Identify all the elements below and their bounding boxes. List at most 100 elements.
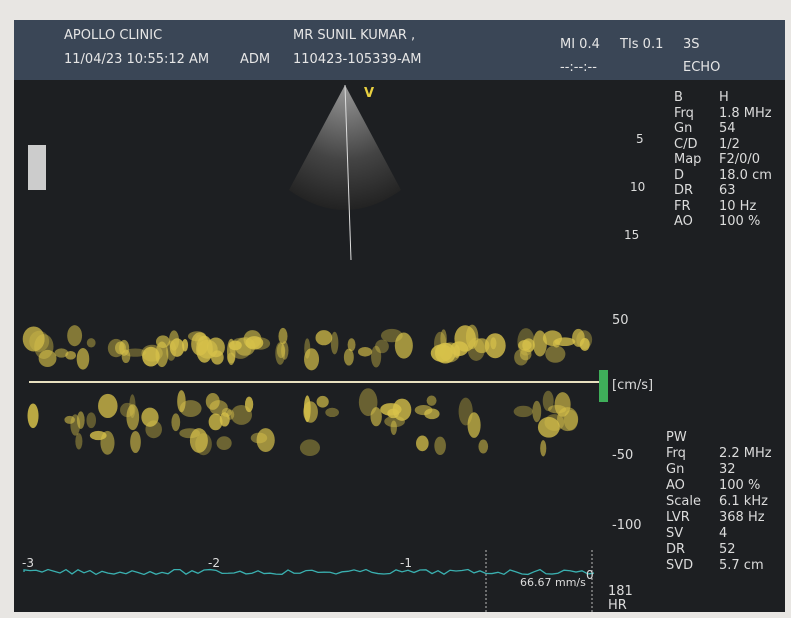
- depth-tick: 10: [630, 180, 646, 194]
- spectrum-blob: [177, 390, 186, 413]
- spectrum-blob: [370, 407, 382, 427]
- spectrum-blob: [545, 345, 566, 363]
- param-label: DR: [666, 542, 686, 557]
- spectrum-blob: [38, 349, 57, 368]
- spectrum-blob: [208, 413, 223, 431]
- spectrum-blob: [430, 344, 453, 362]
- spectrum-blob: [394, 332, 413, 359]
- spectrum-blob: [390, 420, 397, 435]
- spectrum-blob: [458, 397, 473, 426]
- param-value: 10 Hz: [719, 198, 757, 214]
- view-marker: V: [364, 86, 375, 101]
- spectrum-blob: [343, 348, 354, 366]
- spectrum-blob: [554, 392, 571, 417]
- param-label: Scale: [666, 494, 701, 509]
- spectrum-blob: [76, 411, 85, 429]
- velocity-scale: 50: [612, 313, 629, 328]
- param-value: 100 %: [719, 214, 761, 229]
- param-value: 52: [719, 542, 736, 557]
- spectrum-blob: [65, 351, 77, 360]
- datetime: 11/04/23 10:55:12 AM: [64, 52, 210, 67]
- param-label: AO: [674, 214, 693, 229]
- spectrum-blob: [141, 407, 159, 427]
- image-layer: [20, 27, 608, 612]
- spectrum-blob: [107, 338, 125, 358]
- param-label: Gn: [666, 462, 685, 477]
- operator: ADM: [240, 52, 271, 67]
- spectrum-blob: [89, 430, 107, 441]
- spectrum-blob: [98, 393, 118, 419]
- time-tick: -2: [208, 556, 220, 570]
- spectrum-blob: [250, 337, 271, 350]
- spectrum-blob: [299, 439, 320, 457]
- param-value: 2.2 MHz: [719, 446, 772, 461]
- spectrum-blob: [380, 328, 403, 343]
- spectrum-blob: [347, 338, 356, 352]
- spectrum-blob: [467, 412, 481, 438]
- spectrum-blob: [216, 436, 232, 451]
- spectrum-blob: [130, 430, 141, 454]
- param-value: 1.8 MHz: [719, 105, 772, 121]
- param-label: LVR: [666, 510, 690, 525]
- depth-tick: 5: [636, 132, 644, 146]
- spectrum-blob: [166, 340, 177, 361]
- spectrum-blob: [453, 344, 460, 358]
- spectrum-blob: [75, 433, 83, 450]
- spectrum-blob: [537, 416, 560, 438]
- ecg-trace: [23, 568, 595, 576]
- spectrum-blob: [371, 345, 382, 368]
- spectrum-blob: [22, 326, 45, 352]
- spectrum-blob: [227, 352, 236, 364]
- probe: 3S: [683, 37, 700, 52]
- spectrum-blob: [278, 327, 288, 345]
- param-value: F2/0/0: [719, 152, 761, 167]
- spectrum-blob: [179, 428, 201, 439]
- param-value: 54: [719, 121, 736, 136]
- spectrum-blob: [243, 330, 262, 349]
- spectrum-blob: [205, 393, 220, 410]
- spectrum-blob: [86, 412, 97, 429]
- param-label: C/D: [674, 136, 698, 152]
- spectrum-blob: [519, 348, 532, 361]
- pw-mode: PW: [666, 430, 687, 445]
- spectrum-blob: [465, 324, 479, 350]
- param-label: DR: [674, 183, 694, 198]
- spectrum-blob: [226, 409, 235, 420]
- param-label: FR: [674, 198, 691, 214]
- spectrum-blob: [518, 340, 532, 351]
- velocity-scale: [cm/s]: [612, 378, 654, 393]
- clock: --:--:--: [560, 60, 597, 75]
- spectrum-blob: [230, 404, 252, 425]
- sector-image: [289, 85, 401, 210]
- param-value: 18.0 cm: [719, 167, 772, 183]
- spectrum-blob: [219, 412, 230, 427]
- param-value: 1/2: [719, 136, 740, 152]
- spectrum-blob: [330, 331, 339, 355]
- spectrum-blob: [478, 439, 489, 454]
- param-value: 368 Hz: [719, 510, 765, 525]
- spectrum-blob: [416, 435, 429, 452]
- patient: MR SUNIL KUMAR ,: [293, 28, 416, 43]
- spectrum-blob: [357, 347, 373, 357]
- spectrum-blob: [142, 346, 160, 367]
- time-tick: 0: [586, 568, 594, 582]
- spectrum-blob: [76, 347, 90, 370]
- spectrum-blob: [384, 415, 405, 428]
- spectrum-blob: [155, 341, 169, 368]
- spectrum-blob: [375, 339, 389, 354]
- sweep-speed: 66.67 mm/s: [520, 576, 586, 589]
- param-value: 5.7 cm: [719, 558, 764, 573]
- param-label: Map: [674, 152, 702, 167]
- spectrum-blob: [54, 348, 69, 358]
- spectrum-blob: [513, 405, 533, 418]
- param-label: SVD: [666, 558, 694, 573]
- spectrum-blob: [187, 331, 207, 342]
- header-bar: [14, 20, 785, 80]
- param-label: Gn: [674, 121, 693, 136]
- spectrum-blob: [129, 394, 136, 419]
- time-tick: -1: [400, 556, 412, 570]
- spectrum-blob: [563, 409, 578, 431]
- spectrum-blob: [544, 414, 565, 431]
- param-value: 63: [719, 183, 736, 198]
- spectrum-blob: [276, 342, 286, 359]
